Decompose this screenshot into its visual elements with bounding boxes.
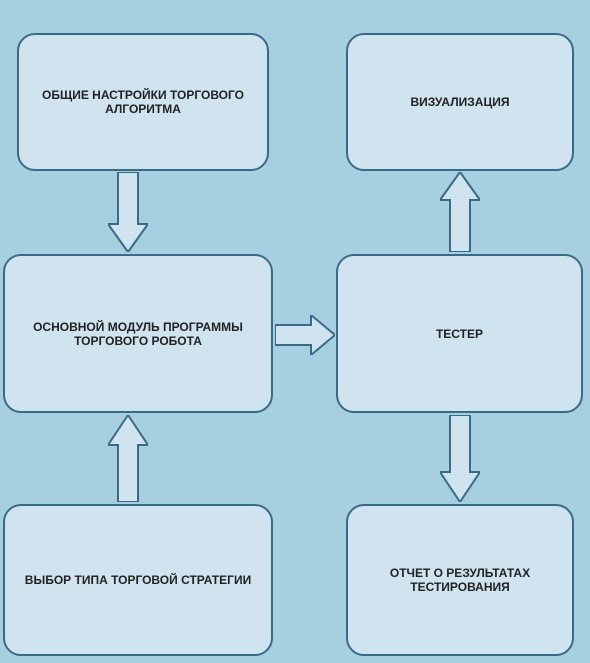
arrow-a1 — [108, 172, 148, 252]
arrow-a4 — [440, 415, 480, 502]
diagram-canvas: ОБЩИЕ НАСТРОЙКИ ТОРГОВОГО АЛГОРИТМА ВИЗУА… — [0, 0, 590, 663]
node-settings: ОБЩИЕ НАСТРОЙКИ ТОРГОВОГО АЛГОРИТМА — [17, 33, 269, 171]
node-report: ОТЧЕТ О РЕЗУЛЬТАТАХ ТЕСТИРОВАНИЯ — [346, 504, 574, 656]
arrow-a2 — [275, 315, 335, 355]
node-label-main: ОСНОВНОЙ МОДУЛЬ ПРОГРАММЫ ТОРГОВОГО РОБО… — [15, 320, 261, 348]
node-label-strategy: ВЫБОР ТИПА ТОРГОВОЙ СТРАТЕГИИ — [25, 573, 251, 587]
node-label-tester: ТЕСТЕР — [436, 327, 483, 341]
arrow-a3 — [440, 172, 480, 252]
node-label-viz: ВИЗУАЛИЗАЦИЯ — [411, 95, 510, 109]
node-strategy: ВЫБОР ТИПА ТОРГОВОЙ СТРАТЕГИИ — [3, 504, 273, 656]
node-viz: ВИЗУАЛИЗАЦИЯ — [346, 33, 574, 171]
node-label-report: ОТЧЕТ О РЕЗУЛЬТАТАХ ТЕСТИРОВАНИЯ — [358, 566, 562, 594]
arrow-a5 — [108, 415, 148, 502]
node-tester: ТЕСТЕР — [336, 254, 583, 413]
node-label-settings: ОБЩИЕ НАСТРОЙКИ ТОРГОВОГО АЛГОРИТМА — [29, 88, 257, 116]
node-main: ОСНОВНОЙ МОДУЛЬ ПРОГРАММЫ ТОРГОВОГО РОБО… — [3, 254, 273, 413]
